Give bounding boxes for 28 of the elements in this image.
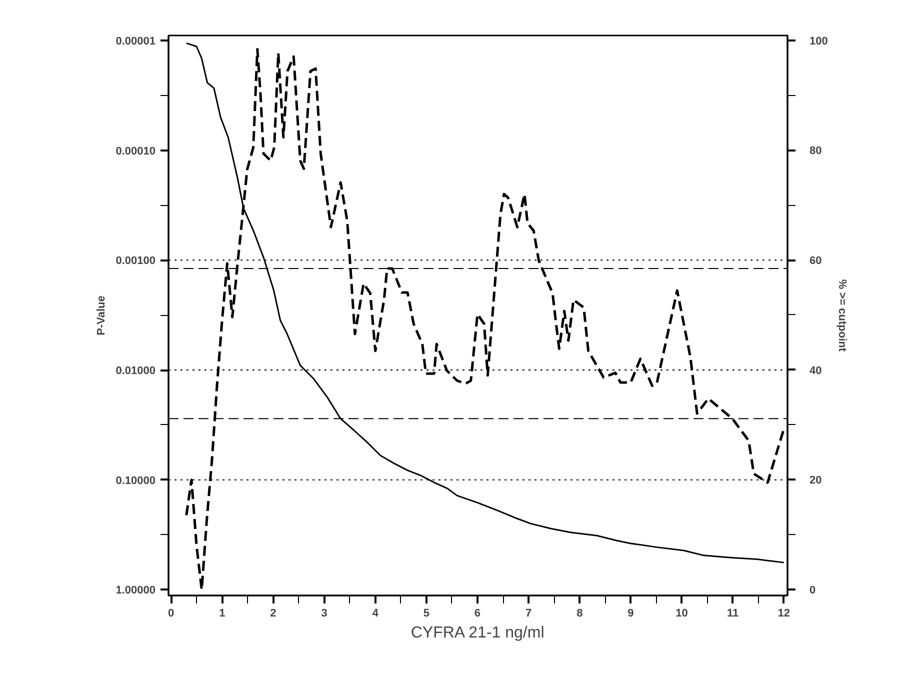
x-tick-label: 12 <box>778 608 790 620</box>
x-tick-label: 11 <box>727 608 739 620</box>
x-tick-label: 8 <box>576 608 583 620</box>
x-tick-label: 3 <box>321 608 328 620</box>
x-tick-label: 4 <box>372 608 380 620</box>
x-tick-label: 5 <box>423 608 430 620</box>
y2-tick-label: 100 <box>810 35 828 48</box>
x-tick-label: 6 <box>474 608 481 620</box>
y-tick-label: 0.00010 <box>116 145 156 158</box>
y-tick-label: 1.00000 <box>116 584 156 597</box>
y2-tick-label: 60 <box>810 255 822 268</box>
y2-tick-label: 40 <box>810 364 822 377</box>
y-axis-title: P-Value <box>96 296 108 336</box>
y-tick-label: 0.10000 <box>116 474 156 487</box>
y-tick-label: 0.00001 <box>116 36 156 48</box>
x-tick-label: 1 <box>219 608 226 620</box>
y-tick-label: 0.00100 <box>116 255 156 268</box>
x-tick-label: 10 <box>676 608 688 620</box>
x-tick-label: 7 <box>526 608 532 620</box>
x-axis-title: CYFRA 21-1 ng/ml <box>410 624 544 642</box>
y2-tick-label: 20 <box>810 474 822 487</box>
x-tick-label: 2 <box>270 608 276 620</box>
x-tick-label: 0 <box>168 608 174 620</box>
x-tick-label: 9 <box>628 608 634 620</box>
y2-tick-label: 0 <box>810 584 816 596</box>
y2-axis-title: % >= cutpoint <box>836 279 848 352</box>
y-tick-label: 0.01000 <box>116 365 156 378</box>
y2-tick-label: 80 <box>810 145 822 158</box>
